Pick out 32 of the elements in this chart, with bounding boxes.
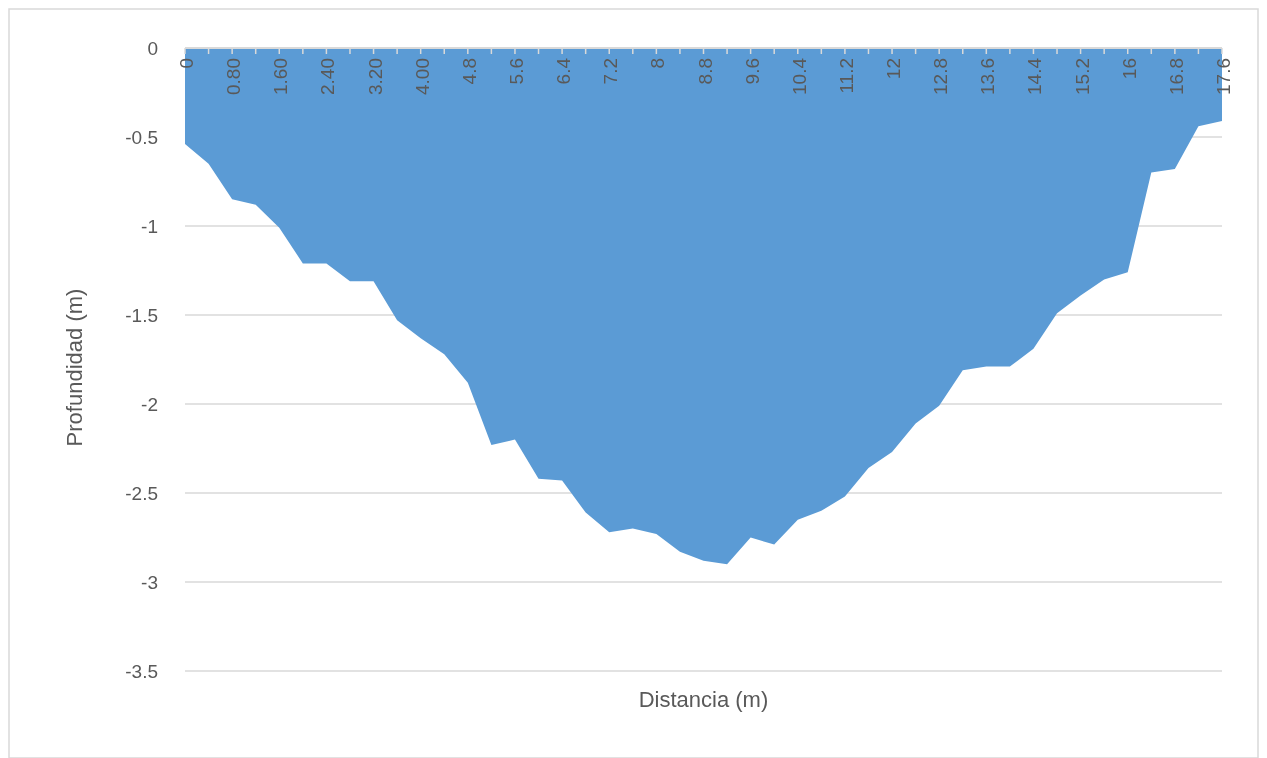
x-tick-label: 2.40: [317, 58, 339, 95]
x-tick-label: 3.20: [364, 58, 386, 95]
y-tick-label: -1.5: [125, 304, 158, 326]
x-tick-label: 12.8: [930, 58, 952, 95]
y-axis-title: Profundidad (m): [62, 288, 87, 447]
x-tick-label: 6.4: [553, 57, 575, 85]
x-tick-label: 13.6: [977, 58, 999, 95]
x-tick-label: 14.4: [1024, 57, 1046, 95]
x-tick-label: 4.8: [458, 58, 480, 85]
x-tick-label: 16: [1118, 58, 1140, 80]
x-tick-label: 12: [883, 58, 905, 80]
x-tick-label: 17.6: [1213, 58, 1234, 95]
y-tick-label: -2: [141, 393, 158, 415]
x-tick-label: 7.2: [600, 58, 622, 85]
x-tick-label: 8: [647, 58, 669, 69]
x-tick-label: 10.4: [788, 57, 810, 95]
x-tick-label: 1.60: [270, 58, 292, 95]
x-tick-label: 5.6: [505, 58, 527, 85]
y-tick-label: -3: [141, 571, 158, 593]
x-tick-label: 15.2: [1071, 58, 1093, 95]
x-tick-label: 11.2: [835, 58, 857, 94]
x-tick-label: 0: [176, 58, 197, 69]
x-axis-title: Distancia (m): [638, 687, 769, 712]
y-tick-label: -2.5: [125, 482, 158, 504]
x-tick-label: 9.6: [741, 58, 763, 85]
x-tick-label: 16.8: [1165, 58, 1187, 95]
x-tick-label: 8.8: [694, 58, 716, 85]
x-tick-label: 0.80: [223, 58, 245, 95]
y-tick-label: -3.5: [125, 660, 158, 682]
y-tick-label: -0.5: [125, 126, 158, 148]
x-tick-label: 4.00: [411, 58, 433, 95]
y-tick-label: -1: [141, 215, 158, 237]
